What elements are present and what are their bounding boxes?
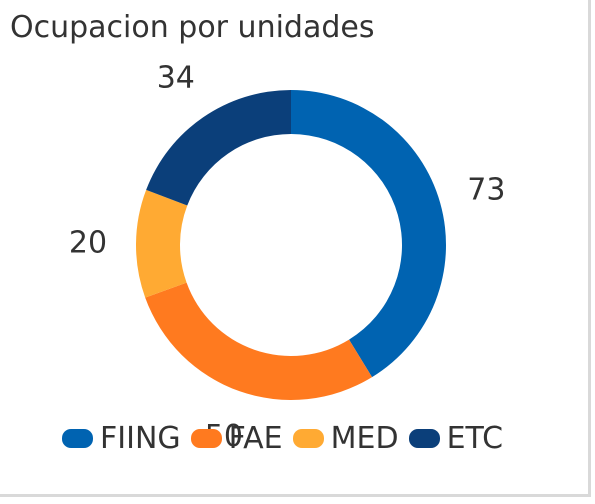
slice-fiing[interactable] bbox=[291, 90, 446, 378]
chart-card: Ocupacion por unidades 73 50 20 34 FIING FA… bbox=[0, 0, 591, 497]
legend-label-med: MED bbox=[330, 421, 399, 456]
chart-legend: FIING FAE MED ETC bbox=[62, 421, 513, 456]
legend-item-med[interactable]: MED bbox=[292, 421, 399, 456]
slice-etc[interactable] bbox=[146, 89, 291, 206]
legend-swatch-med bbox=[292, 429, 324, 448]
data-label-etc: 34 bbox=[157, 60, 195, 95]
chart-title: Ocupacion por unidades bbox=[10, 10, 375, 45]
legend-item-fae[interactable]: FAE bbox=[190, 421, 283, 456]
slice-fae[interactable] bbox=[145, 282, 373, 400]
legend-item-etc[interactable]: ETC bbox=[408, 421, 504, 456]
legend-swatch-fiing bbox=[62, 429, 93, 448]
slice-med[interactable] bbox=[136, 189, 188, 298]
donut-slices bbox=[136, 89, 446, 400]
legend-label-etc: ETC bbox=[446, 421, 504, 456]
legend-label-fae: FAE bbox=[228, 421, 283, 456]
data-label-fiing: 73 bbox=[467, 172, 505, 207]
legend-item-fiing[interactable]: FIING bbox=[62, 421, 181, 456]
data-label-med: 20 bbox=[69, 226, 107, 261]
legend-swatch-etc bbox=[408, 429, 440, 448]
legend-label-fiing: FIING bbox=[100, 421, 181, 456]
legend-swatch-fae bbox=[190, 429, 222, 448]
